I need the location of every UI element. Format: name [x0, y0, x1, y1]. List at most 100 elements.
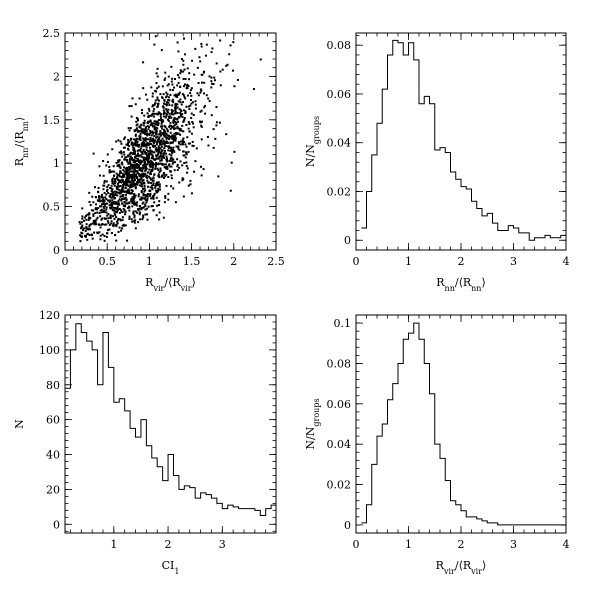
y-axis-label: N/Ngroups: [304, 398, 321, 449]
scatter-point: [111, 181, 114, 184]
scatter-point: [142, 197, 145, 200]
scatter-point: [170, 185, 173, 188]
scatter-point: [147, 142, 150, 145]
scatter-point: [99, 209, 102, 212]
scatter-point: [182, 137, 185, 140]
scatter-point: [135, 175, 138, 178]
scatter-point: [155, 130, 158, 133]
scatter-point: [139, 126, 142, 129]
scatter-point: [80, 221, 83, 224]
scatter-point: [158, 146, 161, 149]
scatter-point: [127, 169, 130, 172]
scatter-point: [155, 161, 158, 164]
scatter-point: [100, 218, 103, 221]
scatter-point: [152, 131, 155, 134]
scatter-point: [134, 194, 137, 197]
scatter-point: [186, 171, 189, 174]
scatter-point: [144, 152, 147, 155]
scatter-point: [96, 216, 99, 219]
scatter-point: [165, 184, 168, 187]
scatter-point: [176, 41, 179, 44]
scatter-point: [179, 111, 182, 114]
scatter-point: [154, 164, 157, 167]
scatter-point: [129, 162, 132, 165]
scatter-point: [155, 214, 158, 217]
scatter-point: [146, 199, 149, 202]
scatter-point: [135, 173, 138, 176]
scatter-point: [149, 138, 152, 141]
scatter-point: [140, 206, 143, 209]
scatter-point: [131, 178, 134, 181]
scatter-point: [166, 130, 169, 133]
scatter-point: [122, 169, 125, 172]
scatter-point: [151, 104, 154, 107]
scatter-point: [143, 164, 146, 167]
scatter-point: [176, 169, 179, 172]
scatter-point: [206, 135, 209, 138]
scatter-point: [115, 140, 118, 143]
scatter-point: [172, 161, 175, 164]
scatter-point: [118, 211, 121, 214]
scatter-point: [143, 131, 146, 134]
y-tick-label: 40: [46, 449, 60, 462]
scatter-point: [139, 136, 142, 139]
scatter-point: [113, 197, 116, 200]
scatter-point: [169, 157, 172, 160]
scatter-point: [200, 124, 203, 127]
x-tick-label: 0: [62, 255, 69, 268]
scatter-point: [164, 144, 167, 147]
ci-histogram-panel: 1 2 3 0 20 40 60 80 100 120 CI1 N: [13, 309, 277, 576]
scatter-point: [215, 105, 218, 108]
scatter-point: [162, 134, 165, 137]
scatter-point: [151, 138, 154, 141]
scatter-point: [210, 51, 213, 54]
scatter-point: [129, 164, 132, 167]
scatter-point: [165, 113, 168, 116]
scatter-point: [142, 143, 145, 146]
scatter-point: [118, 151, 121, 154]
scatter-point: [179, 143, 182, 146]
scatter-point: [199, 88, 202, 91]
scatter-point: [90, 209, 93, 212]
scatter-point: [190, 116, 193, 119]
scatter-point: [146, 112, 149, 115]
scatter-point: [87, 218, 90, 221]
scatter-point: [150, 184, 153, 187]
scatter-point: [162, 172, 165, 175]
scatter-point: [137, 195, 140, 198]
scatter-point: [137, 193, 140, 196]
x-tick-label: 3: [510, 538, 517, 551]
scatter-point: [106, 202, 109, 205]
scatter-point: [165, 91, 168, 94]
scatter-point: [128, 215, 131, 218]
scatter-point: [106, 188, 109, 191]
scatter-point: [111, 180, 114, 183]
scatter-point: [152, 197, 155, 200]
y-axis-label: N: [13, 419, 26, 429]
scatter-point: [79, 222, 82, 225]
scatter-point: [108, 199, 111, 202]
scatter-point: [112, 174, 115, 177]
scatter-point: [101, 198, 104, 201]
scatter-point: [179, 128, 182, 131]
scatter-point: [146, 132, 149, 135]
scatter-point: [176, 74, 179, 77]
scatter-point: [124, 186, 127, 189]
scatter-point: [116, 176, 119, 179]
scatter-point: [130, 177, 133, 180]
scatter-point: [91, 222, 94, 225]
scatter-point: [158, 211, 161, 214]
scatter-point: [108, 165, 111, 168]
scatter-point: [148, 133, 151, 136]
scatter-point: [190, 99, 193, 102]
scatter-point: [80, 235, 83, 238]
scatter-point: [188, 142, 191, 145]
y-tick-label: 20: [46, 483, 60, 496]
scatter-point: [126, 239, 129, 242]
scatter-point: [132, 179, 135, 182]
scatter-point: [133, 193, 136, 196]
scatter-point: [137, 152, 140, 155]
x-tick-label: 0.5: [98, 255, 116, 268]
scatter-point: [150, 178, 153, 181]
scatter-point: [138, 168, 141, 171]
